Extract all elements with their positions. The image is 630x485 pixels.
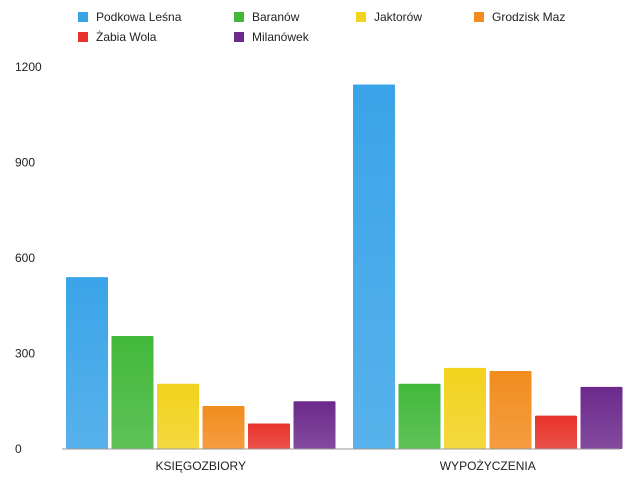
y-tick-label: 900 — [15, 156, 35, 170]
legend: Podkowa Leśna Baranów Jaktorów Grodzisk Maz… — [78, 10, 565, 44]
bar — [293, 401, 336, 449]
bar — [111, 335, 154, 449]
legend-label: Grodzisk Maz — [492, 10, 565, 24]
bar — [398, 383, 441, 449]
x-tick-label: KSIĘGOZBIORY — [156, 459, 246, 473]
y-tick-label: 0 — [15, 442, 22, 456]
bar — [66, 277, 108, 449]
legend-label: Żabia Wola — [96, 30, 157, 44]
bars — [66, 84, 623, 449]
legend-swatch — [474, 12, 484, 22]
bar — [489, 371, 532, 449]
y-axis: 0 300 600 900 1200 — [15, 60, 42, 456]
bar — [202, 406, 245, 449]
y-tick-label: 600 — [15, 251, 35, 265]
bar — [444, 367, 486, 449]
bar — [535, 415, 577, 449]
legend-swatch — [78, 32, 88, 42]
x-tick-label: WYPOŻYCZENIA — [440, 459, 536, 473]
legend-label: Podkowa Leśna — [96, 10, 182, 24]
legend-swatch — [78, 12, 88, 22]
legend-label: Baranów — [252, 10, 300, 24]
legend-swatch — [356, 12, 366, 22]
y-tick-label: 300 — [15, 347, 35, 361]
legend-label: Jaktorów — [374, 10, 422, 24]
y-tick-label: 1200 — [15, 60, 42, 74]
legend-label: Milanówek — [252, 30, 310, 44]
bar — [157, 383, 199, 449]
x-axis: KSIĘGOZBIORY WYPOŻYCZENIA — [62, 448, 620, 473]
legend-swatch — [234, 12, 244, 22]
bar — [580, 386, 623, 449]
bar — [248, 423, 290, 449]
legend-swatch — [234, 32, 244, 42]
bar — [353, 84, 395, 449]
